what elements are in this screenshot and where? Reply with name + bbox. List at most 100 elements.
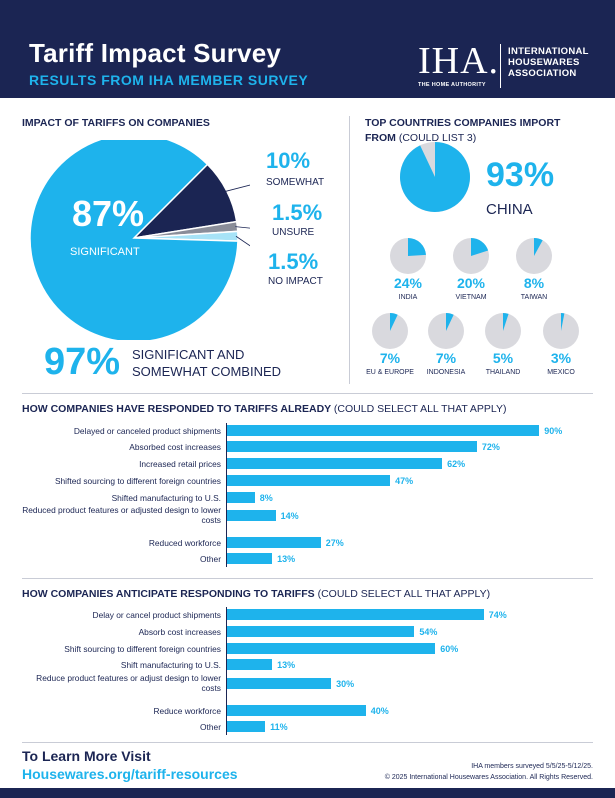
responded-label: Absorbed cost increases	[129, 442, 221, 452]
anticipate-bar	[227, 659, 273, 670]
impact-pie-chart	[30, 140, 250, 340]
responded-label: Other	[200, 554, 221, 564]
country-pct-indonesia: 7%	[436, 350, 457, 366]
header-banner: Tariff Impact Survey RESULTS FROM IHA ME…	[0, 0, 615, 98]
country-pie-charts: 24% INDIA 20% VIETNAM 8% TAIWAN 7% EU & EUROPE 7…	[366, 142, 579, 376]
leader-line-unsure	[235, 226, 250, 229]
anticipate-bar	[227, 626, 415, 637]
countries-title-note: (COULD LIST 3)	[398, 132, 477, 144]
anticipate-bar	[227, 721, 266, 732]
anticipate-label: Delay or cancel product shipments	[92, 610, 221, 620]
combined-label-line1: SIGNIFICANT AND	[132, 347, 245, 362]
responded-value-label: 62%	[447, 459, 466, 469]
no-impact-pct: 1.5%	[268, 249, 319, 274]
anticipate-bar	[227, 678, 332, 689]
country-pct-vietnam: 20%	[457, 275, 486, 291]
responded-bar	[227, 537, 321, 548]
responded-section-title: HOW COMPANIES HAVE RESPONDED TO TARIFFS …	[22, 403, 506, 415]
significant-pct-value: 87%	[72, 193, 145, 234]
country-slice-india	[408, 238, 426, 256]
responded-value-label: 47%	[395, 476, 414, 486]
country-slice-mexico	[561, 313, 565, 331]
responded-bar	[227, 458, 443, 469]
somewhat-label: SOMEWHAT	[266, 177, 325, 188]
anticipate-bar	[227, 643, 436, 654]
country-label-taiwan: TAIWAN	[521, 294, 547, 301]
leader-line-no-impact	[235, 235, 250, 247]
anticipate-label: Reduce workforce	[153, 706, 222, 716]
logo-tagline: THE HOME AUTHORITY	[418, 82, 486, 88]
anticipate-title-note: (COULD SELECT ALL THAT APPLY)	[317, 588, 491, 600]
anticipate-axis-line	[226, 607, 227, 735]
country-slice-vietnam	[471, 238, 489, 256]
responded-bar	[227, 492, 255, 503]
org-line-1: INTERNATIONAL	[508, 46, 589, 57]
leader-line-somewhat	[224, 184, 250, 192]
significant-pct: 87%	[72, 196, 144, 232]
responded-value-label: 8%	[259, 493, 273, 503]
logo-org-name: INTERNATIONAL HOUSEWARES ASSOCIATION	[508, 46, 589, 79]
combined-pct: 97%	[44, 341, 121, 383]
combined-label-line2: SOMEWHAT COMBINED	[132, 364, 282, 379]
responded-label: Increased retail prices	[139, 459, 221, 469]
anticipate-value-label: 11%	[270, 722, 288, 732]
impact-section-title: IMPACT OF TARIFFS ON COMPANIES	[22, 117, 210, 129]
impact-slice-significant	[30, 140, 239, 340]
copyright-note: © 2025 International Housewares Associat…	[384, 774, 593, 781]
anticipate-value-label: 40%	[370, 706, 389, 716]
china-pct: 93%	[486, 156, 555, 194]
logo-divider	[500, 44, 501, 88]
anticipate-value-label: 30%	[336, 679, 355, 689]
anticipate-section-title: HOW COMPANIES ANTICIPATE RESPONDING TO T…	[22, 588, 490, 600]
country-label-mexico: MEXICO	[547, 369, 575, 376]
country-pct-taiwan: 8%	[524, 275, 545, 291]
responded-value-label: 14%	[280, 511, 299, 521]
divider-3	[22, 742, 593, 743]
responded-value-label: 90%	[544, 426, 563, 436]
no-impact-label: NO IMPACT	[268, 276, 323, 287]
country-pct-thailand: 5%	[493, 350, 514, 366]
country-pct-eu-europe: 7%	[380, 350, 401, 366]
org-line-3: ASSOCIATION	[508, 68, 577, 79]
china-label: CHINA	[486, 201, 533, 218]
responded-label: Reduced workforce	[148, 538, 221, 548]
page-title: Tariff Impact Survey	[29, 38, 282, 68]
divider-2	[22, 578, 593, 579]
resources-link[interactable]: Housewares.org/tariff-resources	[22, 766, 238, 782]
anticipate-value-label: 74%	[488, 610, 507, 620]
somewhat-pct: 10%	[266, 148, 311, 173]
page-subtitle: RESULTS FROM IHA MEMBER SURVEY	[29, 72, 309, 88]
responded-label: Shifted sourcing to different foreign co…	[54, 476, 221, 486]
responded-bar	[227, 553, 273, 564]
responded-label: Shifted manufacturing to U.S.	[111, 493, 221, 503]
responded-axis-line	[226, 423, 227, 567]
responded-title-note: (COULD SELECT ALL THAT APPLY)	[333, 403, 507, 415]
responded-bar	[227, 441, 477, 452]
country-slice-taiwan	[534, 238, 543, 256]
country-label-vietnam: VIETNAM	[455, 294, 486, 301]
divider-1	[22, 393, 593, 394]
logo-mark: IHA.	[418, 40, 500, 82]
country-slice-thailand	[503, 313, 509, 331]
country-slice-eu-europe	[390, 313, 398, 331]
iha-logo[interactable]: IHA. THE HOME AUTHORITY INTERNATIONAL HO…	[418, 42, 598, 92]
footer-title: To Learn More Visit	[22, 748, 151, 764]
responded-bar	[227, 510, 276, 521]
country-label-indonesia: INDONESIA	[427, 369, 466, 376]
countries-section-title-line2: FROM (COULD LIST 3)	[365, 132, 476, 144]
anticipate-label: Absorb cost increases	[138, 627, 221, 637]
anticipate-bar	[227, 609, 484, 620]
significant-label: SIGNIFICANT	[70, 246, 140, 258]
survey-dates-note: IHA members surveyed 5/5/25-5/12/25.	[471, 763, 593, 770]
country-slice-china	[400, 142, 470, 212]
country-label-eu-europe: EU & EUROPE	[366, 369, 414, 376]
responded-bar	[227, 475, 391, 486]
country-slice-indonesia	[446, 313, 454, 331]
country-pct-india: 24%	[394, 275, 423, 291]
unsure-pct: 1.5%	[272, 200, 323, 225]
country-label-india: INDIA	[399, 294, 418, 301]
countries-section-title: TOP COUNTRIES COMPANIES IMPORT	[365, 117, 561, 129]
responded-value-label: 72%	[481, 442, 500, 452]
anticipate-title-main: HOW COMPANIES ANTICIPATE RESPONDING TO T…	[22, 588, 315, 600]
footer-bar	[0, 788, 615, 798]
